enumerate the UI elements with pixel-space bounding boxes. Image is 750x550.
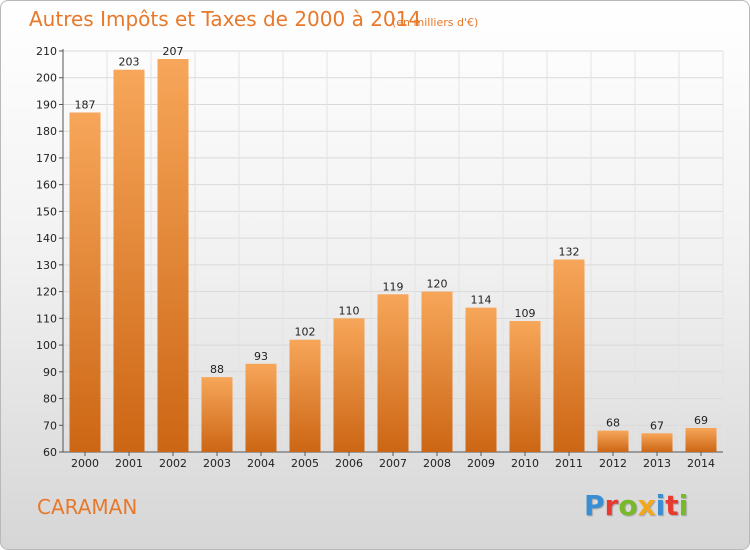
x-tick-label: 2014 [687, 457, 715, 470]
x-tick-label: 2002 [159, 457, 187, 470]
data-label: 93 [254, 350, 268, 363]
bar [377, 294, 409, 452]
y-tick-label: 160 [36, 179, 57, 192]
y-tick-label: 200 [36, 72, 57, 85]
bar [465, 307, 497, 452]
x-tick-label: 2009 [467, 457, 495, 470]
bar [157, 59, 189, 453]
x-tick-label: 2013 [643, 457, 671, 470]
y-tick-label: 110 [36, 312, 57, 325]
x-tick-label: 2001 [115, 457, 143, 470]
data-label: 68 [606, 417, 620, 430]
x-tick-label: 2003 [203, 457, 231, 470]
bar [597, 430, 629, 452]
y-tick-label: 120 [36, 286, 57, 299]
x-tick-label: 2008 [423, 457, 451, 470]
y-tick-label: 210 [36, 45, 57, 58]
x-tick-label: 2012 [599, 457, 627, 470]
data-label: 203 [119, 56, 140, 69]
proxiti-logo[interactable]: Proxiti [584, 489, 689, 522]
bar [113, 69, 145, 453]
data-label: 102 [295, 326, 316, 339]
data-label: 119 [383, 280, 404, 293]
y-tick-label: 80 [43, 393, 57, 406]
x-tick-label: 2004 [247, 457, 275, 470]
data-label: 114 [471, 294, 492, 307]
y-tick-label: 180 [36, 125, 57, 138]
y-tick-label: 140 [36, 232, 57, 245]
bar [509, 321, 541, 452]
bar [289, 339, 321, 452]
bar [245, 363, 277, 452]
chart-subtitle: (en milliers d'€) [392, 16, 479, 29]
data-label: 110 [339, 304, 360, 317]
x-tick-label: 2006 [335, 457, 363, 470]
x-tick-label: 2007 [379, 457, 407, 470]
y-tick-label: 150 [36, 205, 57, 218]
data-label: 187 [75, 98, 96, 111]
bar [553, 259, 585, 452]
y-tick-label: 190 [36, 98, 57, 111]
y-tick-label: 90 [43, 366, 57, 379]
data-label: 120 [427, 278, 448, 291]
commune-name: CARAMAN [37, 495, 138, 519]
bar [685, 427, 717, 452]
y-tick-label: 70 [43, 419, 57, 432]
bar [201, 377, 233, 452]
x-tick-label: 2010 [511, 457, 539, 470]
bar [421, 291, 453, 452]
bar [333, 318, 365, 452]
y-tick-label: 100 [36, 339, 57, 352]
y-tick-label: 130 [36, 259, 57, 272]
x-tick-label: 2005 [291, 457, 319, 470]
x-tick-label: 2000 [71, 457, 99, 470]
x-tick-label: 2011 [555, 457, 583, 470]
y-tick-label: 60 [43, 446, 57, 459]
y-tick-label: 170 [36, 152, 57, 165]
data-label: 132 [559, 246, 580, 259]
bar [641, 433, 673, 452]
data-label: 88 [210, 363, 224, 376]
data-label: 69 [694, 414, 708, 427]
data-label: 109 [515, 307, 536, 320]
data-label: 67 [650, 419, 664, 432]
bar [69, 112, 101, 452]
chart-title: Autres Impôts et Taxes de 2000 à 2014 [29, 7, 422, 31]
data-label: 207 [163, 45, 184, 58]
